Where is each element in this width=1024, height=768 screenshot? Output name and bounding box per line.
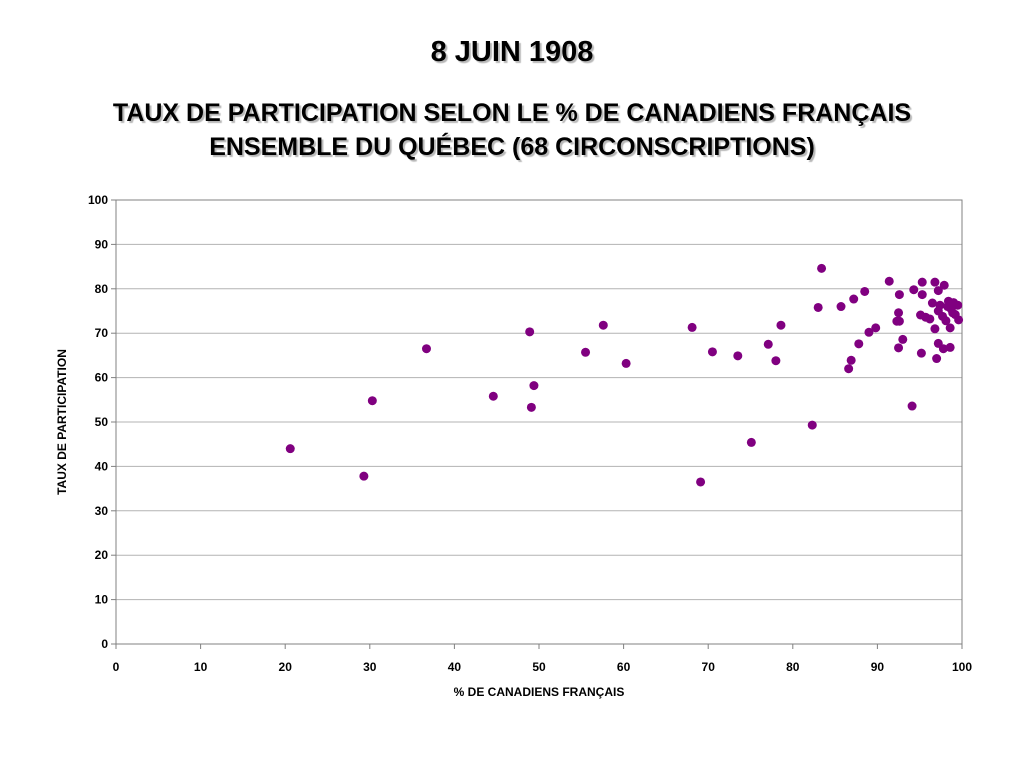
data-point xyxy=(367,396,377,406)
data-point xyxy=(894,343,904,353)
data-point xyxy=(932,354,942,364)
data-point xyxy=(945,323,955,333)
x-tick-label: 90 xyxy=(871,660,885,674)
data-point xyxy=(916,348,926,358)
data-point xyxy=(836,302,846,312)
x-tick-label: 10 xyxy=(194,660,208,674)
data-point xyxy=(953,300,963,310)
data-point xyxy=(933,286,943,296)
data-point xyxy=(939,280,949,290)
x-axis-label: % DE CANADIENS FRANÇAIS xyxy=(454,685,625,699)
data-point xyxy=(938,344,948,354)
x-tick-label: 0 xyxy=(113,660,120,674)
chart-subtitle: TAUX DE PARTICIPATION SELON LE % DE CANA… xyxy=(0,96,1024,164)
data-point xyxy=(854,339,864,349)
data-point xyxy=(945,342,955,352)
data-point xyxy=(746,437,756,447)
data-point xyxy=(917,290,927,300)
data-point xyxy=(529,381,539,391)
data-point xyxy=(864,327,874,337)
x-tick-label: 50 xyxy=(532,660,546,674)
data-point xyxy=(898,334,908,344)
data-point xyxy=(927,298,937,308)
data-points xyxy=(285,263,964,487)
data-point xyxy=(930,277,940,287)
data-point xyxy=(733,351,743,361)
data-point xyxy=(581,347,591,357)
chart-subtitle-line-2: ENSEMBLE DU QUÉBEC (68 CIRCONSCRIPTIONS) xyxy=(209,133,815,161)
data-point xyxy=(849,294,859,304)
y-tick-label: 60 xyxy=(95,371,109,385)
x-tick-label: 70 xyxy=(702,660,716,674)
y-tick-label: 40 xyxy=(95,459,109,473)
axes xyxy=(111,199,963,649)
data-point xyxy=(846,355,856,365)
data-point xyxy=(917,277,927,287)
x-tick-label: 40 xyxy=(448,660,462,674)
data-point xyxy=(894,316,904,326)
data-point xyxy=(860,286,870,296)
y-tick-label: 30 xyxy=(95,504,109,518)
x-tick-label: 100 xyxy=(952,660,972,674)
data-point xyxy=(359,471,369,481)
y-tick-label: 20 xyxy=(95,548,109,562)
data-point xyxy=(776,320,786,330)
data-point xyxy=(488,391,498,401)
y-tick-label: 80 xyxy=(95,282,109,296)
data-point xyxy=(941,316,951,326)
plot-area xyxy=(115,199,963,645)
data-point xyxy=(844,364,854,374)
data-point xyxy=(954,315,964,325)
data-point xyxy=(871,323,881,333)
data-point xyxy=(907,401,917,411)
x-tick-label: 20 xyxy=(279,660,293,674)
x-tick-labels: 0 10 20 30 40 50 60 70 80 90 100 xyxy=(113,660,973,674)
data-point xyxy=(421,344,431,354)
data-point xyxy=(884,276,894,286)
y-tick-label: 0 xyxy=(101,637,108,651)
data-point xyxy=(894,308,904,318)
data-point xyxy=(525,327,535,337)
gridlines xyxy=(116,199,962,601)
data-point xyxy=(621,358,631,368)
data-point xyxy=(771,356,781,366)
y-tick-labels: 0 10 20 30 40 50 60 70 80 90 100 xyxy=(88,193,108,651)
y-tick-label: 70 xyxy=(95,326,109,340)
y-axis-label: TAUX DE PARTICIPATION xyxy=(55,349,69,495)
data-point xyxy=(526,402,536,412)
data-point xyxy=(598,320,608,330)
data-point xyxy=(285,444,295,454)
y-tick-label: 90 xyxy=(95,237,109,251)
x-tick-label: 80 xyxy=(786,660,800,674)
data-point xyxy=(817,263,827,273)
y-tick-label: 50 xyxy=(95,415,109,429)
data-point xyxy=(707,347,717,357)
data-point xyxy=(925,314,935,324)
chart-subtitle-line-1: TAUX DE PARTICIPATION SELON LE % DE CANA… xyxy=(112,99,912,127)
x-tick-label: 60 xyxy=(617,660,631,674)
y-tick-label: 100 xyxy=(88,193,108,207)
data-point xyxy=(763,339,773,349)
data-point xyxy=(813,302,823,312)
data-point xyxy=(696,477,706,487)
data-point xyxy=(930,324,940,334)
y-tick-label: 10 xyxy=(95,593,109,607)
data-point xyxy=(909,285,919,295)
data-point xyxy=(935,300,945,310)
data-point xyxy=(687,322,697,332)
x-tick-label: 30 xyxy=(363,660,377,674)
data-point xyxy=(894,290,904,300)
chart-title: 8 JUIN 1908 xyxy=(430,36,594,68)
data-point xyxy=(807,420,817,430)
